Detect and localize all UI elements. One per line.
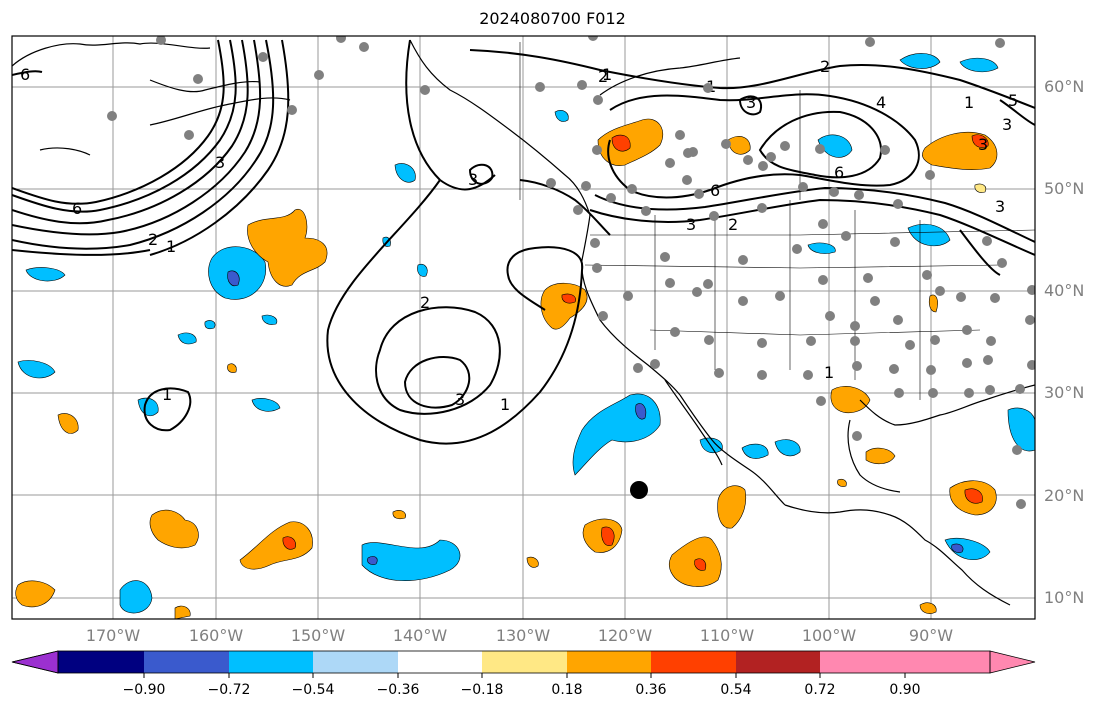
coastlines xyxy=(12,39,1035,606)
contour-label: 2 xyxy=(820,57,830,76)
colorbar-extend-high xyxy=(820,651,1035,673)
contour-label: 6 xyxy=(834,163,844,182)
colorbar-segment xyxy=(482,651,567,673)
lon-label: 130°W xyxy=(495,626,551,645)
contour-label: 1 xyxy=(162,385,172,404)
contour-label: 4 xyxy=(876,93,886,112)
lat-label: 50°N xyxy=(1044,179,1085,198)
contour-label: 3 xyxy=(746,93,756,112)
lon-label: 160°W xyxy=(188,626,244,645)
colorbar-tick-label: 0.36 xyxy=(635,682,667,698)
lon-label: 100°W xyxy=(801,626,857,645)
colorbar-segment xyxy=(229,651,313,673)
station-markers xyxy=(107,36,1035,509)
colorbar-tick-label: −0.72 xyxy=(207,682,251,698)
colorbar xyxy=(11,650,1036,678)
contour-label: 1 xyxy=(964,93,974,112)
colorbar-tick-label: −0.54 xyxy=(291,682,335,698)
contour-label: 2 xyxy=(728,215,738,234)
colorbar-tick-label: −0.90 xyxy=(122,682,166,698)
positive-anomaly-patches xyxy=(15,118,998,619)
lon-label: 110°W xyxy=(699,626,755,645)
contour-label: 3 xyxy=(215,153,225,172)
storm-center-marker xyxy=(630,481,648,499)
lon-label: 150°W xyxy=(290,626,346,645)
lon-label: 90°W xyxy=(908,626,954,645)
contour-label: 3 xyxy=(686,215,696,234)
contours xyxy=(12,39,1035,445)
contour-label: 3 xyxy=(995,197,1005,216)
lat-label: 10°N xyxy=(1044,588,1085,607)
colorbar-segment xyxy=(567,651,651,673)
lat-label: 40°N xyxy=(1044,281,1085,300)
contour-labels: 6 2 1 6 1 3 1 2 2 3 1 1 3 6 3 2 3 1 2 4 … xyxy=(20,57,1018,414)
map-frame xyxy=(11,35,1036,620)
map-title: 2024080700 F012 xyxy=(479,9,626,28)
colorbar-tick-label: 0.18 xyxy=(551,682,583,698)
colorbar-segment xyxy=(58,651,144,673)
negative-anomaly-patches xyxy=(17,53,1035,614)
contour-label: 6 xyxy=(72,199,82,218)
contour-label: 2 xyxy=(420,293,430,312)
contour-label: 1 xyxy=(602,65,612,84)
contour-label: 1 xyxy=(824,363,834,382)
colorbar-tick-label: 0.54 xyxy=(720,682,752,698)
lon-label: 170°W xyxy=(85,626,141,645)
contour-label: 6 xyxy=(710,181,720,200)
lon-label: 140°W xyxy=(392,626,448,645)
contour-label: 6 xyxy=(20,65,30,84)
contour-label: 5 xyxy=(1008,91,1018,110)
colorbar-tick-label: −0.36 xyxy=(376,682,420,698)
contour-label: 3 xyxy=(455,390,465,409)
map-area: 6 2 1 6 1 3 1 2 2 3 1 1 3 6 3 2 3 1 2 4 … xyxy=(12,36,1035,619)
colorbar-tick-label: 0.72 xyxy=(804,682,836,698)
state-borders xyxy=(519,42,1035,400)
colorbar-tick-label: −0.18 xyxy=(460,682,504,698)
lat-label: 20°N xyxy=(1044,486,1085,505)
colorbar-extend-low xyxy=(11,650,59,674)
colorbar-segment xyxy=(736,651,820,673)
contour-label: 2 xyxy=(598,67,608,86)
contour-label: 3 xyxy=(1002,115,1012,134)
lat-label: 60°N xyxy=(1044,77,1085,96)
contour-label: 1 xyxy=(166,237,176,256)
contour-label: 1 xyxy=(500,395,510,414)
contour-label: 2 xyxy=(148,230,158,249)
colorbar-segment xyxy=(144,651,229,673)
lat-label: 30°N xyxy=(1044,383,1085,402)
colorbar-segment xyxy=(651,651,736,673)
colorbar-tick-label: 0.90 xyxy=(889,682,921,698)
contour-label: 3 xyxy=(468,170,478,189)
contour-label: 3 xyxy=(978,135,988,154)
colorbar-segment xyxy=(313,651,398,673)
colorbar-segment xyxy=(398,651,482,673)
lon-label: 120°W xyxy=(597,626,653,645)
